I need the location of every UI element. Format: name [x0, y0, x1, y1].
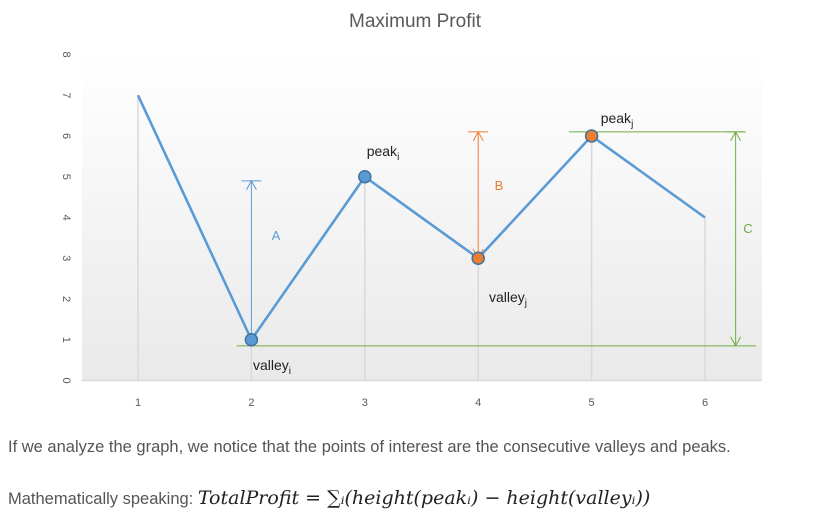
- y-tick-label: 1: [60, 337, 72, 343]
- peak-i-marker: [358, 170, 372, 184]
- valley-i-marker: [244, 333, 259, 347]
- series-line: [136, 94, 706, 342]
- gridlines: [81, 95, 762, 382]
- annotation-label-B: B: [495, 178, 504, 193]
- formula-prefix: Mathematically speaking:: [8, 490, 198, 508]
- arrowhead-top-B: [472, 130, 484, 142]
- y-tick-label: 0: [60, 377, 72, 383]
- formula-line: Mathematically speaking: TotalProfit = ∑…: [8, 487, 650, 509]
- peak-j-label: peakj: [601, 110, 634, 130]
- points-of-interest: valleyi peaki valleyj peakj: [244, 110, 634, 377]
- annotations: A B C: [241, 130, 753, 347]
- x-tick-label: 1: [135, 397, 141, 409]
- reference-lines: [236, 131, 757, 347]
- y-tick-label: 5: [60, 174, 72, 180]
- tick-labels: 1 2 3 4 5 6 0 1 2 3 4 5 6 7 8: [60, 51, 708, 409]
- max-profit-chart: Maximum Profit A B C valleyi peaki valleyj pe…: [60, 11, 762, 409]
- x-tick-label: 5: [589, 397, 595, 409]
- y-tick-label: 8: [60, 51, 72, 57]
- valley-i-label: valleyi: [253, 357, 291, 377]
- y-tick-label: 7: [60, 92, 72, 98]
- arrowhead-top-A: [245, 179, 257, 191]
- y-tick-label: 3: [60, 255, 72, 261]
- y-tick-label: 4: [60, 214, 72, 220]
- y-tick-label: 6: [60, 133, 72, 139]
- price-line: [136, 94, 706, 342]
- annotation-label-A: A: [272, 228, 281, 243]
- y-tick-label: 2: [60, 296, 72, 302]
- x-tick-label: 6: [702, 397, 708, 409]
- total-profit-formula: TotalProfit = ∑ᵢ(height(peakᵢ) − height(…: [197, 487, 651, 509]
- x-tick-label: 4: [475, 397, 481, 409]
- x-tick-label: 2: [248, 397, 254, 409]
- peak-j-marker: [584, 129, 599, 143]
- valley-j-marker: [471, 251, 485, 265]
- annotation-C: C: [725, 130, 753, 347]
- chart-title: Maximum Profit: [349, 11, 482, 32]
- peak-i-label: peaki: [367, 143, 400, 163]
- arrowhead-bottom-C: [730, 336, 742, 347]
- x-tick-label: 3: [362, 397, 368, 409]
- explanation-text: If we analyze the graph, we notice that …: [8, 438, 731, 456]
- annotation-B: B: [468, 130, 504, 260]
- valley-j-label: valleyj: [489, 289, 527, 309]
- annotation-label-C: C: [743, 221, 752, 236]
- arrowhead-top-C: [730, 130, 742, 142]
